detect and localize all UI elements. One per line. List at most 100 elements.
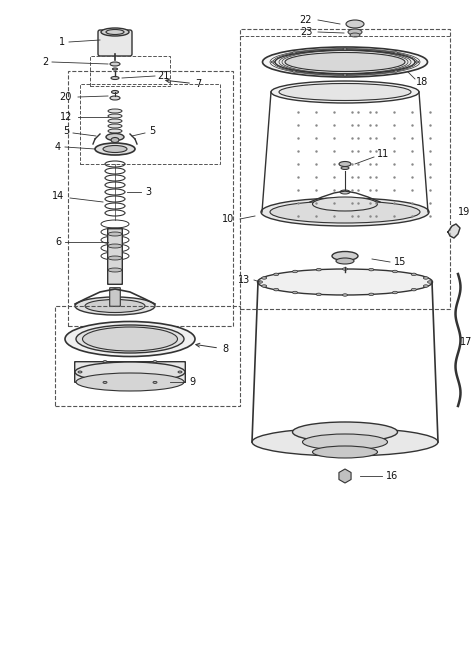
Ellipse shape [369, 293, 374, 296]
Bar [55, 306, 240, 406]
Ellipse shape [343, 74, 347, 76]
Ellipse shape [348, 29, 362, 35]
Ellipse shape [316, 268, 321, 271]
Ellipse shape [110, 96, 120, 100]
Text: 1: 1 [59, 37, 65, 47]
Text: 18: 18 [416, 77, 428, 87]
Ellipse shape [271, 61, 275, 63]
Ellipse shape [341, 474, 349, 478]
Ellipse shape [252, 428, 438, 456]
Text: 10: 10 [222, 214, 234, 224]
Ellipse shape [103, 145, 127, 152]
Ellipse shape [112, 68, 118, 70]
Ellipse shape [257, 281, 263, 283]
Ellipse shape [110, 62, 120, 66]
Ellipse shape [273, 288, 279, 291]
Ellipse shape [350, 33, 360, 37]
Ellipse shape [111, 77, 119, 80]
Text: 16: 16 [386, 471, 398, 481]
FancyBboxPatch shape [75, 362, 185, 383]
Ellipse shape [108, 244, 122, 248]
Bar [68, 71, 233, 326]
Ellipse shape [65, 322, 195, 356]
Ellipse shape [341, 167, 349, 169]
Ellipse shape [292, 270, 298, 273]
Ellipse shape [415, 61, 419, 63]
Ellipse shape [423, 284, 428, 287]
Text: 19: 19 [458, 207, 470, 217]
Ellipse shape [332, 252, 358, 260]
Ellipse shape [153, 360, 157, 362]
Ellipse shape [153, 381, 157, 383]
Ellipse shape [369, 268, 374, 271]
Ellipse shape [108, 134, 122, 138]
Ellipse shape [292, 70, 296, 72]
Ellipse shape [411, 288, 416, 291]
Ellipse shape [101, 28, 129, 36]
Ellipse shape [75, 362, 185, 382]
Ellipse shape [423, 277, 428, 279]
Ellipse shape [392, 291, 398, 294]
Ellipse shape [292, 52, 296, 54]
Ellipse shape [279, 84, 411, 101]
Ellipse shape [292, 422, 398, 442]
Text: 5: 5 [63, 126, 69, 136]
Ellipse shape [108, 114, 122, 118]
Ellipse shape [343, 294, 347, 296]
Ellipse shape [108, 109, 122, 113]
Text: 11: 11 [377, 149, 389, 159]
Ellipse shape [271, 81, 419, 103]
Text: 3: 3 [145, 187, 151, 197]
Text: 12: 12 [60, 112, 72, 122]
Ellipse shape [336, 258, 354, 264]
Ellipse shape [111, 90, 118, 94]
Ellipse shape [316, 293, 321, 296]
Ellipse shape [285, 52, 405, 71]
FancyBboxPatch shape [108, 229, 122, 284]
Ellipse shape [261, 198, 429, 226]
Text: 4: 4 [55, 142, 61, 152]
Polygon shape [448, 224, 460, 238]
Text: 23: 23 [300, 27, 312, 37]
Text: 17: 17 [460, 337, 472, 347]
Ellipse shape [262, 277, 267, 279]
Ellipse shape [411, 273, 416, 275]
Ellipse shape [346, 20, 364, 28]
Text: 13: 13 [238, 275, 250, 285]
FancyBboxPatch shape [109, 288, 120, 306]
Ellipse shape [103, 381, 107, 383]
Bar [240, 29, 450, 309]
Ellipse shape [262, 284, 267, 287]
Ellipse shape [302, 434, 388, 450]
Ellipse shape [263, 47, 428, 77]
Text: 21: 21 [157, 71, 169, 81]
Ellipse shape [275, 50, 415, 74]
Ellipse shape [75, 297, 155, 315]
Ellipse shape [95, 143, 135, 155]
Text: 14: 14 [52, 191, 64, 201]
Ellipse shape [312, 446, 377, 458]
Ellipse shape [85, 300, 145, 313]
Text: 6: 6 [55, 237, 61, 247]
Ellipse shape [108, 268, 122, 272]
Text: 7: 7 [166, 79, 201, 89]
Ellipse shape [108, 129, 122, 133]
Ellipse shape [312, 197, 377, 211]
Text: 20: 20 [59, 92, 71, 102]
Ellipse shape [103, 360, 107, 362]
Text: 22: 22 [300, 15, 312, 25]
Ellipse shape [428, 281, 432, 283]
Ellipse shape [273, 273, 279, 275]
Ellipse shape [82, 327, 177, 351]
Ellipse shape [111, 137, 119, 143]
Ellipse shape [343, 267, 347, 270]
Ellipse shape [76, 373, 184, 391]
Ellipse shape [292, 291, 298, 294]
FancyBboxPatch shape [98, 30, 132, 56]
Ellipse shape [339, 162, 351, 167]
Ellipse shape [108, 256, 122, 260]
Text: 5: 5 [149, 126, 155, 136]
Ellipse shape [340, 190, 350, 194]
Ellipse shape [106, 133, 124, 141]
Ellipse shape [394, 52, 398, 54]
